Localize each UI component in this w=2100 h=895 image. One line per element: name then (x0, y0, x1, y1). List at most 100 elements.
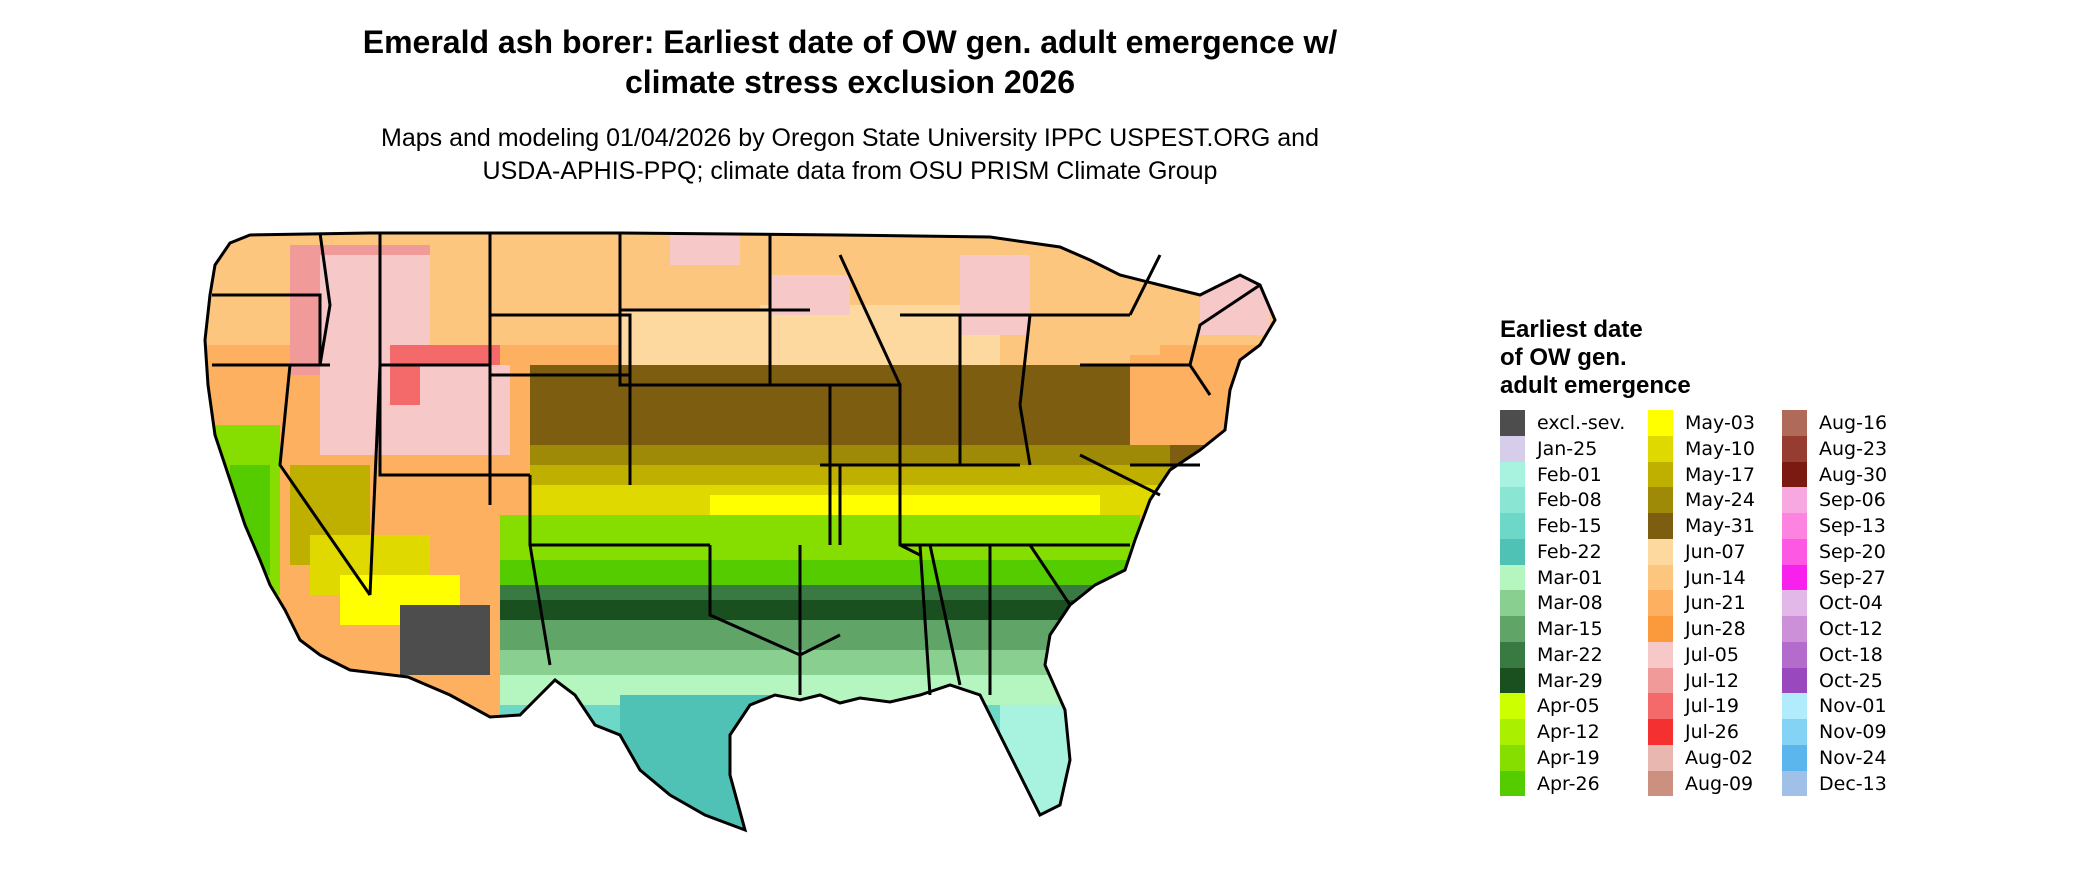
legend-label: May-31 (1685, 515, 1755, 537)
legend-swatch (1500, 616, 1525, 642)
legend-title-line-3: adult emergence (1500, 372, 1691, 399)
legend-swatch (1648, 616, 1673, 642)
legend-swatch (1648, 719, 1673, 745)
legend-swatch (1648, 538, 1673, 565)
legend-label: Oct-25 (1819, 669, 1883, 692)
legend-label: Jul-26 (1685, 721, 1739, 743)
legend-label: Aug-09 (1685, 772, 1754, 795)
legend-label: Feb-15 (1537, 515, 1602, 537)
legend-label: May-24 (1685, 489, 1755, 512)
legend-swatch (1782, 719, 1807, 745)
legend-swatch (1648, 590, 1673, 616)
legend-swatch (1782, 770, 1807, 797)
legend-swatch (1500, 513, 1525, 539)
legend-swatch (1648, 461, 1673, 488)
legend-label: excl.-sev. (1537, 412, 1626, 434)
legend-title: Earliest date of OW gen. adult emergence (1500, 316, 1760, 400)
legend-swatch (1782, 641, 1807, 668)
map-title-line-1: Emerald ash borer: Earliest date of OW g… (362, 24, 1338, 60)
legend-label: Apr-26 (1537, 772, 1600, 795)
map-title-line-2: climate stress exclusion 2026 (624, 64, 1076, 100)
legend-label: Jun-28 (1685, 618, 1746, 640)
legend-label: Apr-19 (1537, 746, 1600, 769)
legend-swatch (1782, 435, 1807, 462)
legend-swatch (1782, 461, 1807, 488)
legend-swatch (1500, 744, 1525, 771)
legend-label: May-10 (1685, 437, 1755, 460)
legend-label: Feb-22 (1537, 540, 1602, 563)
legend-label: Apr-12 (1537, 721, 1600, 743)
legend-swatch (1782, 616, 1807, 642)
legend-swatch (1500, 641, 1525, 668)
legend-swatch (1500, 487, 1525, 513)
legend-swatch (1782, 564, 1807, 591)
legend-label: Sep-27 (1819, 566, 1886, 589)
legend-label: May-03 (1685, 412, 1755, 434)
legend-label: Sep-13 (1819, 515, 1886, 537)
legend-label: Aug-16 (1819, 412, 1888, 434)
emergence-zones (205, 233, 1275, 830)
legend-swatch (1500, 461, 1525, 488)
legend-swatch (1648, 435, 1673, 462)
legend-swatch (1500, 435, 1525, 462)
legend-label: May-17 (1685, 463, 1755, 486)
legend-label: Oct-12 (1819, 618, 1883, 640)
legend-label: Jul-05 (1685, 643, 1739, 666)
legend-swatch (1648, 744, 1673, 771)
legend-swatch (1500, 538, 1525, 565)
legend-label: Jun-21 (1685, 592, 1746, 615)
legend-title-line-2: of OW gen. (1500, 344, 1627, 371)
legend-label: Aug-30 (1819, 463, 1888, 486)
legend-swatch (1782, 410, 1807, 436)
legend-label: Mar-29 (1537, 669, 1603, 692)
legend-label: Jun-07 (1685, 540, 1746, 563)
legend-swatch (1782, 744, 1807, 771)
legend-swatch (1500, 719, 1525, 745)
legend-swatch (1500, 410, 1525, 436)
legend-swatch (1648, 693, 1673, 719)
map-subtitle: Maps and modeling 01/04/2026 by Oregon S… (250, 122, 1450, 188)
legend-swatch (1782, 538, 1807, 565)
legend-swatch (1648, 564, 1673, 591)
map-subtitle-line-1: Maps and modeling 01/04/2026 by Oregon S… (381, 124, 1319, 152)
legend-label: Jun-14 (1685, 566, 1746, 589)
legend-swatch (1648, 667, 1673, 694)
legend-swatch (1648, 410, 1673, 436)
legend-swatch (1500, 590, 1525, 616)
legend-label: Nov-09 (1819, 721, 1887, 743)
map-title: Emerald ash borer: Earliest date of OW g… (250, 22, 1450, 102)
legend-label: Sep-06 (1819, 489, 1886, 512)
state-boundaries (203, 231, 1277, 833)
legend-label: Jan-25 (1537, 437, 1598, 460)
legend-label: Dec-13 (1819, 772, 1887, 795)
legend-swatch (1500, 770, 1525, 797)
map-subtitle-line-2: USDA-APHIS-PPQ; climate data from OSU PR… (482, 157, 1218, 185)
legend-title-line-1: Earliest date (1500, 316, 1643, 343)
legend-label: Aug-02 (1685, 746, 1754, 769)
legend-swatch (1782, 693, 1807, 719)
legend-label: Feb-08 (1537, 489, 1602, 512)
legend-label: Apr-05 (1537, 695, 1600, 718)
legend-label: Mar-08 (1537, 592, 1603, 615)
legend-label: Jul-19 (1685, 695, 1739, 718)
legend-swatch (1500, 667, 1525, 694)
us-emergence-map (203, 231, 1277, 833)
legend-label: Jul-12 (1685, 669, 1739, 692)
legend-swatch (1648, 641, 1673, 668)
legend-swatch (1500, 693, 1525, 719)
legend-label: Sep-20 (1819, 540, 1886, 563)
legend-swatch (1648, 513, 1673, 539)
legend-label: Nov-01 (1819, 695, 1887, 718)
legend-swatch (1648, 487, 1673, 513)
legend-swatch (1782, 590, 1807, 616)
legend-label: Aug-23 (1819, 437, 1888, 460)
legend-swatch (1782, 667, 1807, 694)
legend-label: Nov-24 (1819, 746, 1887, 769)
legend-swatch (1648, 770, 1673, 797)
legend-label: Mar-15 (1537, 618, 1603, 640)
legend-label: Oct-18 (1819, 643, 1883, 666)
legend-swatch (1782, 513, 1807, 539)
legend-swatch (1500, 564, 1525, 591)
legend-label: Mar-01 (1537, 566, 1603, 589)
legend-swatch (1782, 487, 1807, 513)
